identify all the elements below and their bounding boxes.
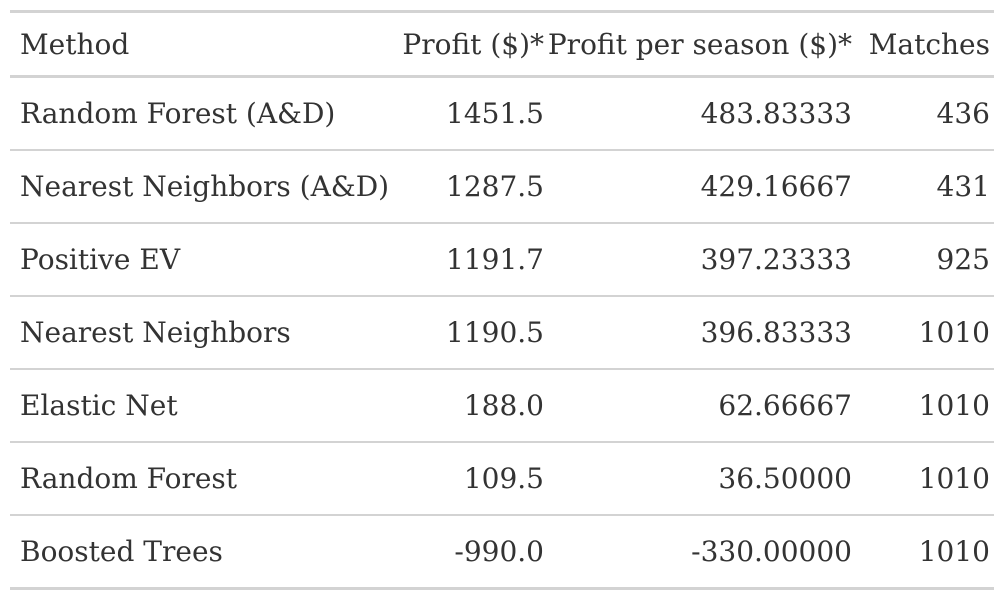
cell-profit-per-season: 62.66667 [544, 369, 852, 443]
cell-profit: 1451.5 [392, 76, 544, 151]
cell-matches: 436 [852, 76, 994, 151]
table-header: Method Profit ($)* Profit per season ($)… [10, 10, 994, 78]
cell-method: Boosted Trees [10, 515, 392, 590]
cell-profit: 1191.7 [392, 223, 544, 297]
table-row: Positive EV 1191.7 397.23333 925 [10, 223, 994, 297]
cell-profit-per-season: -330.00000 [544, 515, 852, 590]
header-row: Method Profit ($)* Profit per season ($)… [10, 10, 994, 78]
table-row: Random Forest (A&D) 1451.5 483.83333 436 [10, 76, 994, 151]
cell-profit: 1190.5 [392, 296, 544, 370]
cell-profit-per-season: 36.50000 [544, 442, 852, 516]
cell-profit: 1287.5 [392, 150, 544, 224]
cell-matches: 1010 [852, 442, 994, 516]
column-header-matches: Matches [852, 10, 994, 78]
table-row: Nearest Neighbors (A&D) 1287.5 429.16667… [10, 150, 994, 224]
cell-matches: 431 [852, 150, 994, 224]
cell-profit: 188.0 [392, 369, 544, 443]
cell-matches: 1010 [852, 296, 994, 370]
cell-method: Elastic Net [10, 369, 392, 443]
table-body: Random Forest (A&D) 1451.5 483.83333 436… [10, 76, 994, 590]
cell-method: Nearest Neighbors [10, 296, 392, 370]
cell-profit-per-season: 397.23333 [544, 223, 852, 297]
cell-profit-per-season: 429.16667 [544, 150, 852, 224]
results-table-container: Method Profit ($)* Profit per season ($)… [10, 10, 994, 590]
cell-matches: 925 [852, 223, 994, 297]
results-table: Method Profit ($)* Profit per season ($)… [10, 10, 994, 590]
cell-method: Positive EV [10, 223, 392, 297]
table-row: Nearest Neighbors 1190.5 396.83333 1010 [10, 296, 994, 370]
column-header-profit: Profit ($)* [392, 10, 544, 78]
cell-matches: 1010 [852, 369, 994, 443]
cell-profit: -990.0 [392, 515, 544, 590]
cell-matches: 1010 [852, 515, 994, 590]
cell-method: Random Forest [10, 442, 392, 516]
cell-profit-per-season: 396.83333 [544, 296, 852, 370]
cell-method: Random Forest (A&D) [10, 76, 392, 151]
column-header-method: Method [10, 10, 392, 78]
cell-profit: 109.5 [392, 442, 544, 516]
table-row: Random Forest 109.5 36.50000 1010 [10, 442, 994, 516]
cell-profit-per-season: 483.83333 [544, 76, 852, 151]
cell-method: Nearest Neighbors (A&D) [10, 150, 392, 224]
table-row: Elastic Net 188.0 62.66667 1010 [10, 369, 994, 443]
column-header-profit-per-season: Profit per season ($)* [544, 10, 852, 78]
table-row: Boosted Trees -990.0 -330.00000 1010 [10, 515, 994, 590]
